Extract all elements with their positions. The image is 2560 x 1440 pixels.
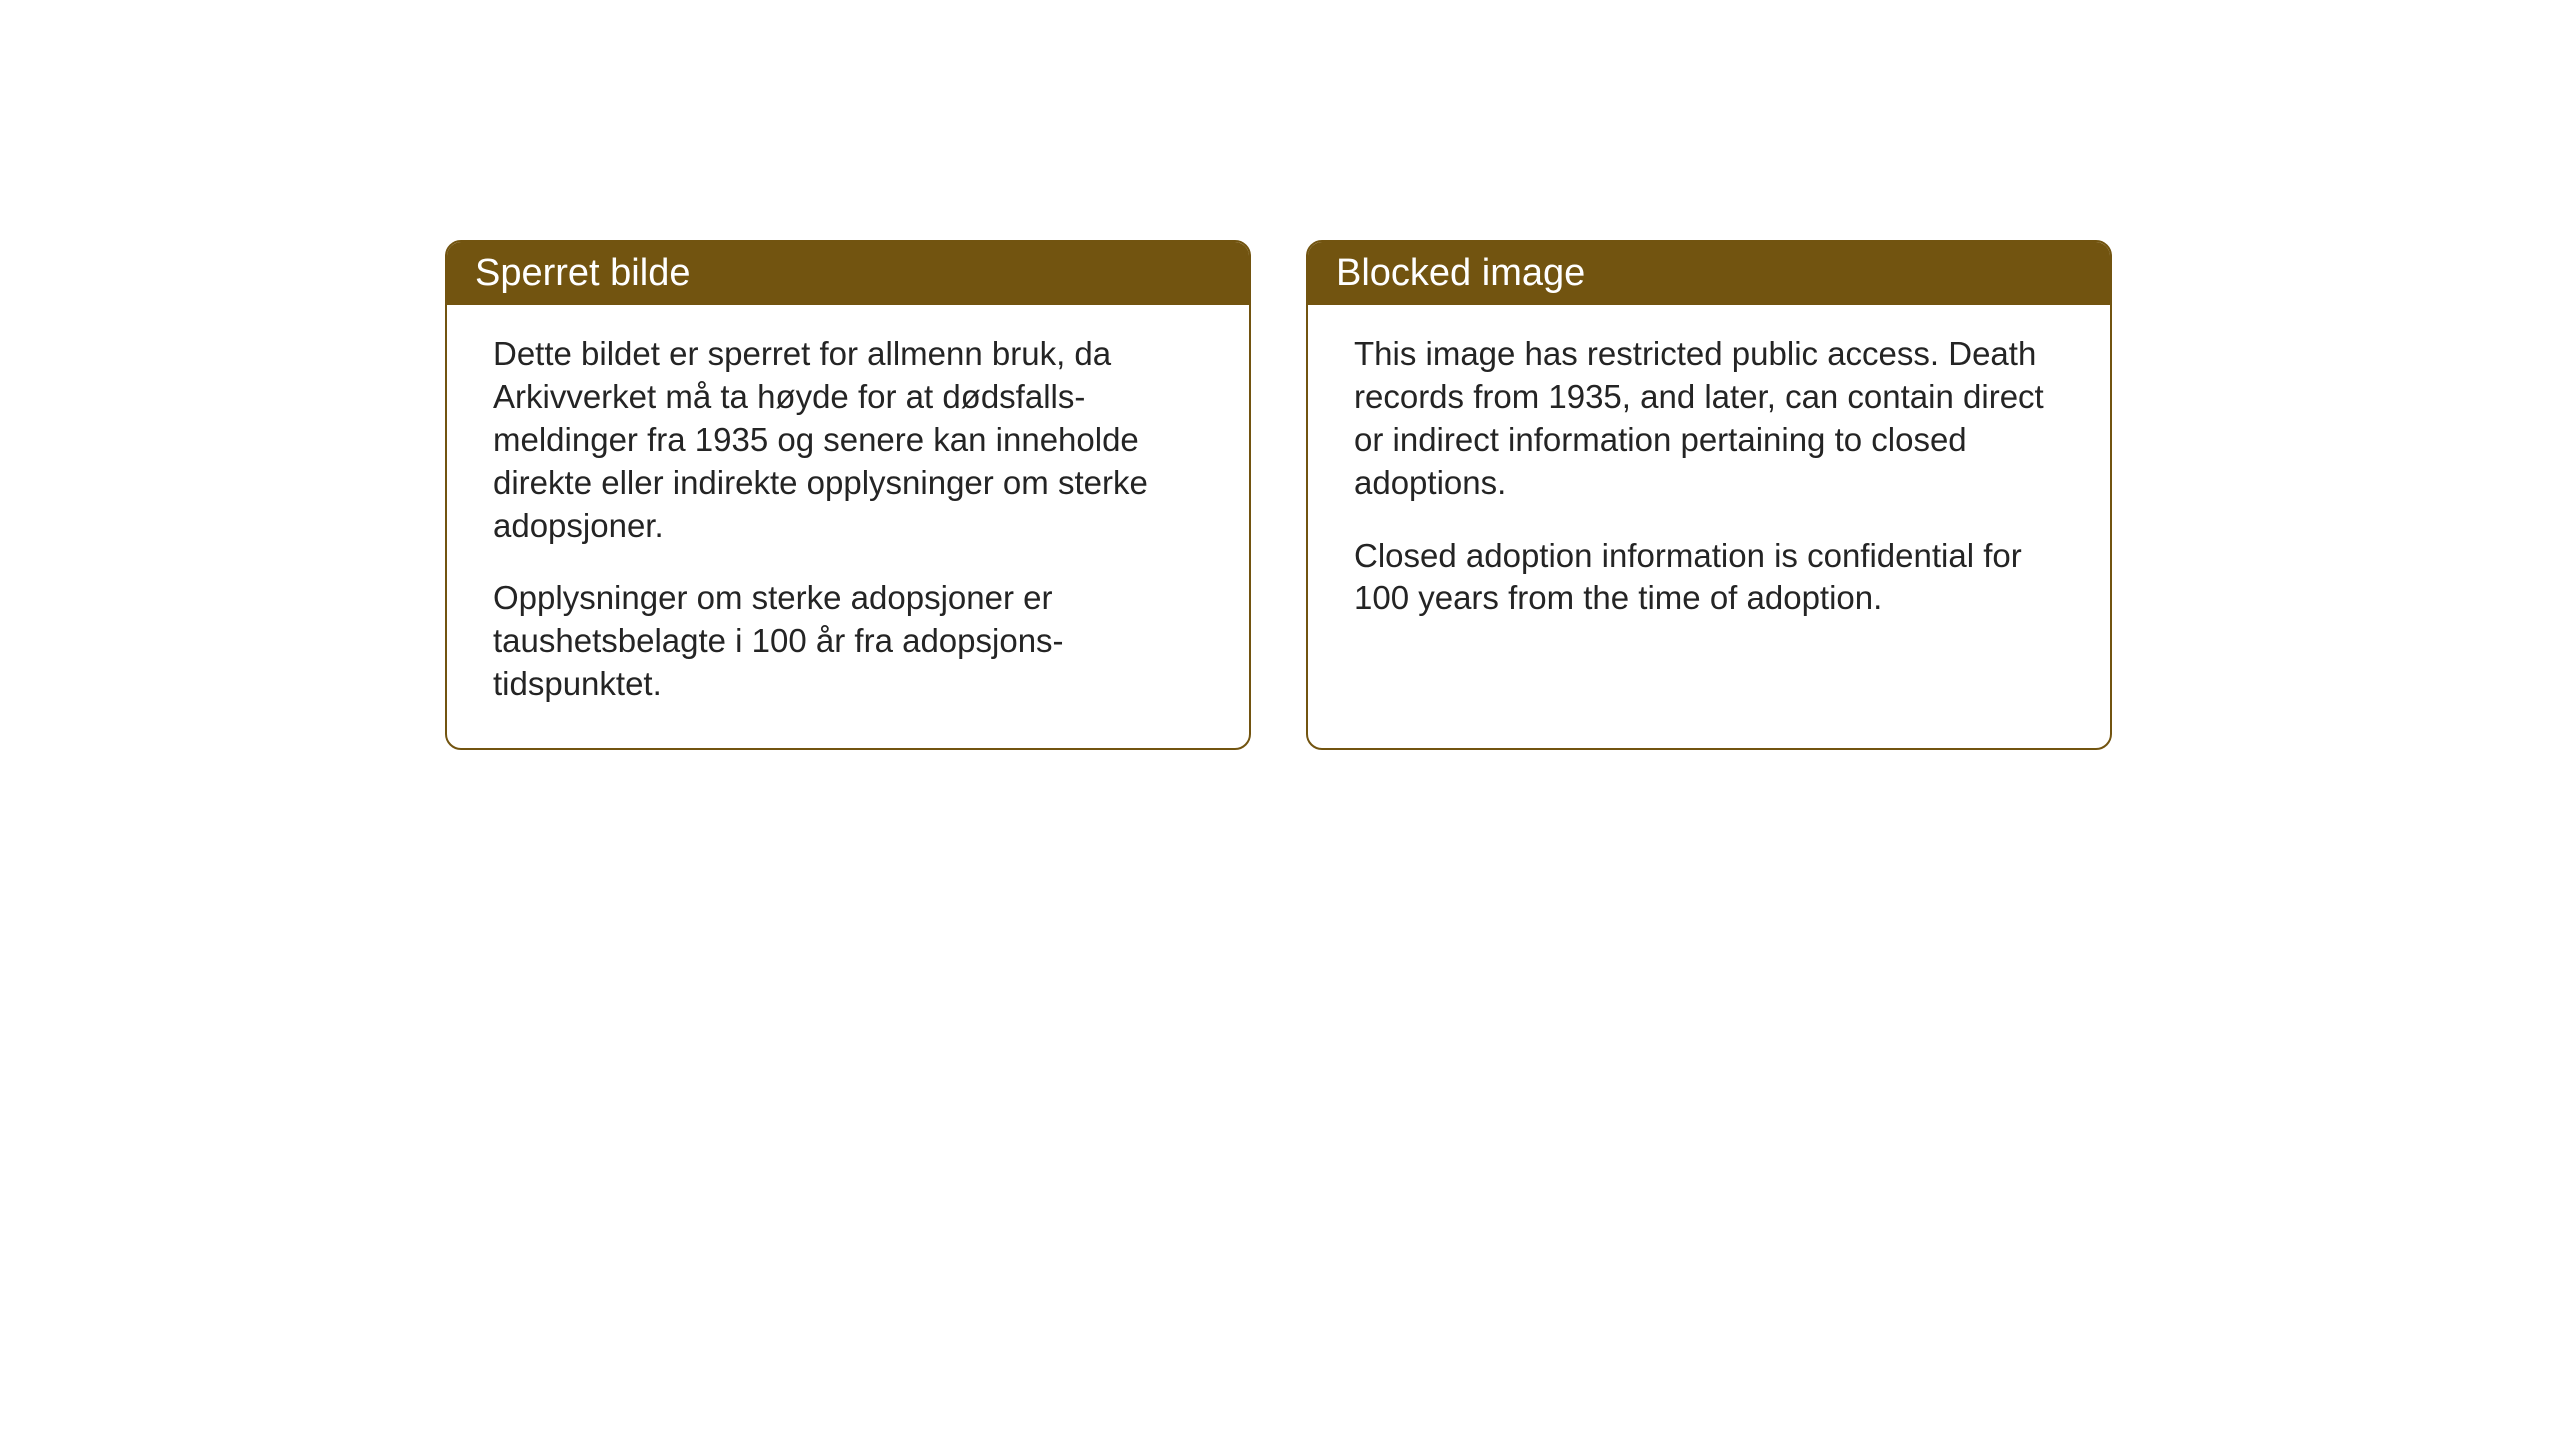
notice-card-norwegian: Sperret bilde Dette bildet er sperret fo… <box>445 240 1251 750</box>
card-header-norwegian: Sperret bilde <box>447 242 1249 305</box>
card-paragraph-1-norwegian: Dette bildet er sperret for allmenn bruk… <box>493 333 1203 547</box>
card-body-norwegian: Dette bildet er sperret for allmenn bruk… <box>447 305 1249 746</box>
card-header-english: Blocked image <box>1308 242 2110 305</box>
card-title-english: Blocked image <box>1336 252 1585 294</box>
card-title-norwegian: Sperret bilde <box>475 252 690 294</box>
card-body-english: This image has restricted public access.… <box>1308 305 2110 660</box>
card-paragraph-1-english: This image has restricted public access.… <box>1354 333 2064 505</box>
card-paragraph-2-english: Closed adoption information is confident… <box>1354 535 2064 621</box>
notice-cards-container: Sperret bilde Dette bildet er sperret fo… <box>445 240 2112 750</box>
notice-card-english: Blocked image This image has restricted … <box>1306 240 2112 750</box>
card-paragraph-2-norwegian: Opplysninger om sterke adopsjoner er tau… <box>493 577 1203 706</box>
